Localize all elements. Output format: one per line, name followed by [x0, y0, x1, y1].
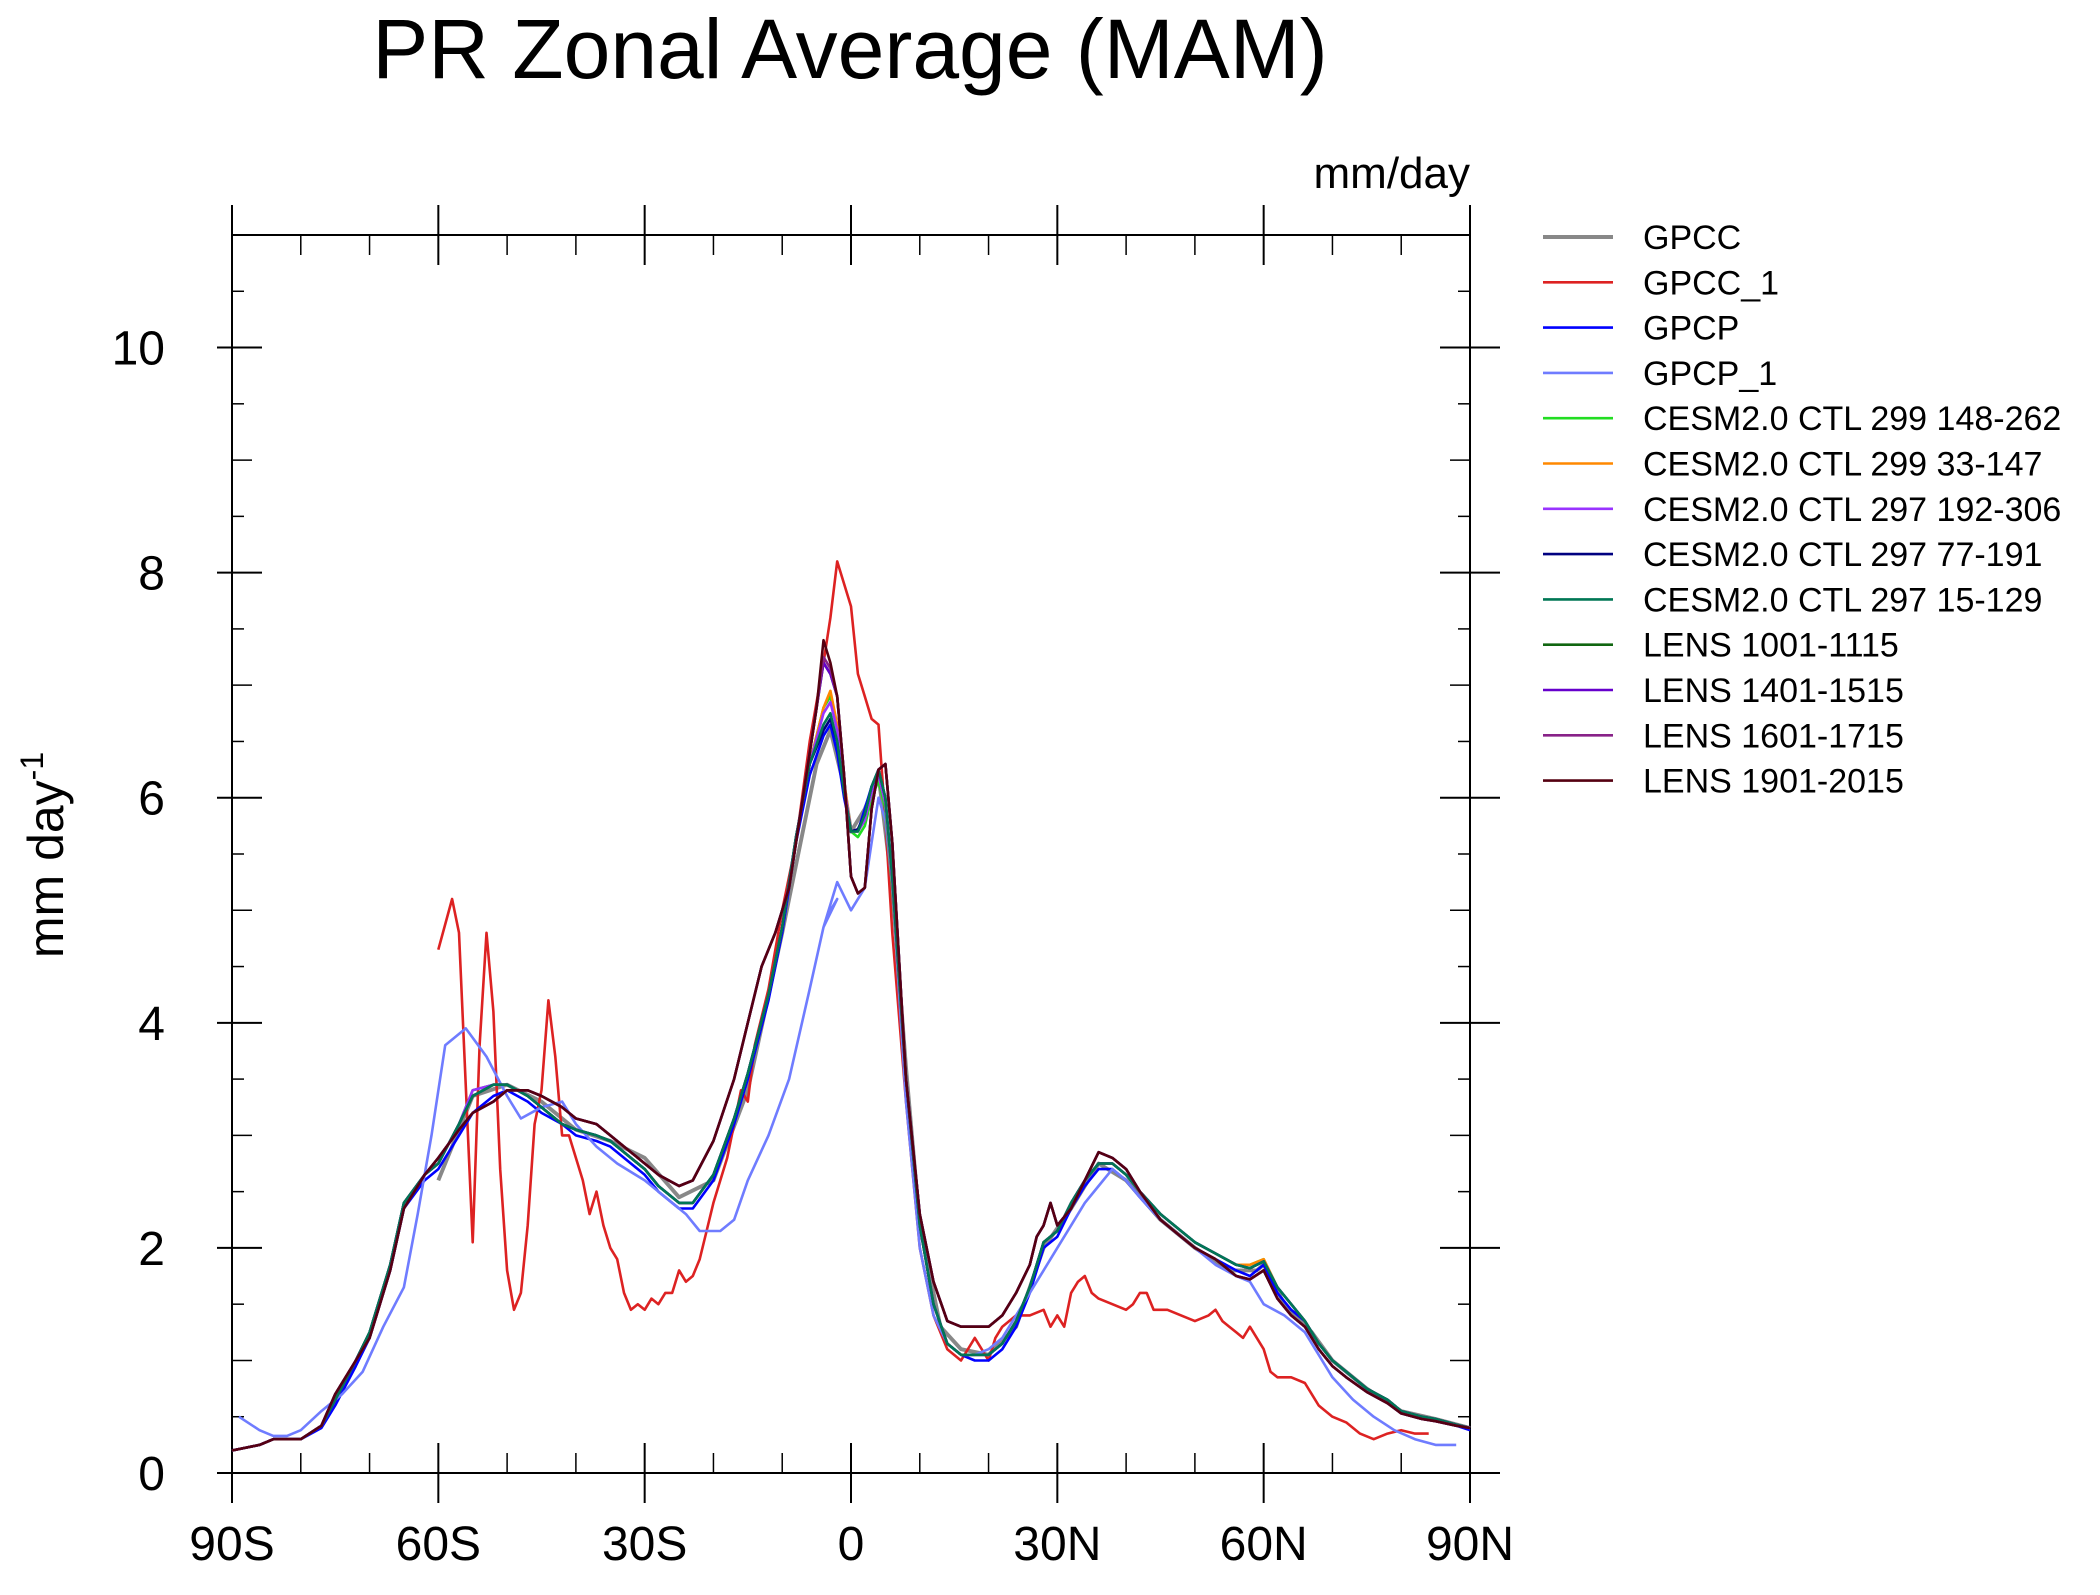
y-tick-label: 8	[138, 548, 165, 601]
x-tick-label: 30N	[1013, 1518, 1101, 1571]
series-line	[231, 638, 1471, 1452]
legend: GPCC GPCC_1 GPCP GPCP_1 CESM2.0 CTL 299 148-…	[1543, 219, 2061, 801]
x-tick-label: 60N	[1220, 1518, 1308, 1571]
x-tick-label: 90S	[189, 1518, 274, 1571]
series-line	[231, 700, 1471, 1452]
series-line	[231, 689, 1471, 1452]
y-tick-label: 2	[138, 1223, 165, 1276]
units-label: mm/day	[1314, 149, 1470, 198]
y-axis-label-superscript: -1	[14, 752, 50, 780]
y-tick-label: 4	[138, 998, 165, 1051]
legend-label: CESM2.0 CTL 297 77-191	[1643, 536, 2042, 574]
series-line	[238, 796, 1457, 1447]
x-tick-label: 30S	[602, 1518, 687, 1571]
legend-label: CESM2.0 CTL 297 192-306	[1643, 491, 2061, 529]
series-line	[231, 711, 1471, 1452]
chart-title: PR Zonal Average (MAM)	[372, 2, 1327, 96]
series-line	[231, 723, 1471, 1452]
y-tick-label: 6	[138, 773, 165, 826]
series-layer	[231, 560, 1471, 1452]
legend-label: GPCC	[1643, 219, 1741, 257]
legend-label: CESM2.0 CTL 299 148-262	[1643, 400, 2061, 438]
series-line	[231, 695, 1471, 1452]
legend-label: LENS 1601-1715	[1643, 717, 1904, 755]
series-line	[231, 655, 1471, 1452]
legend-label: LENS 1401-1515	[1643, 672, 1904, 710]
legend-label: LENS 1001-1115	[1643, 627, 1899, 665]
axis-ticks: 90S 60S 30S 0 30N 60N 90N 0 2 4 6 8 10	[112, 205, 1514, 1571]
legend-label: GPCP	[1643, 310, 1739, 348]
legend-label: CESM2.0 CTL 297 15-129	[1643, 581, 2042, 619]
x-tick-label: 90N	[1426, 1518, 1514, 1571]
x-tick-label: 60S	[396, 1518, 481, 1571]
legend-label: GPCC_1	[1643, 264, 1779, 302]
legend-label: CESM2.0 CTL 299 33-147	[1643, 446, 2042, 484]
series-line	[231, 661, 1471, 1452]
plot-frame	[231, 234, 1471, 1474]
y-tick-label: 10	[112, 323, 165, 376]
y-axis-label: mm day-1	[14, 752, 74, 958]
y-tick-label: 0	[138, 1448, 165, 1501]
x-tick-label: 0	[838, 1518, 865, 1571]
legend-label: LENS 1901-2015	[1643, 763, 1904, 801]
legend-label: GPCP_1	[1643, 355, 1777, 393]
y-axis-label-text: mm day	[18, 780, 74, 958]
series-line	[231, 661, 1471, 1452]
series-line	[437, 560, 1429, 1441]
